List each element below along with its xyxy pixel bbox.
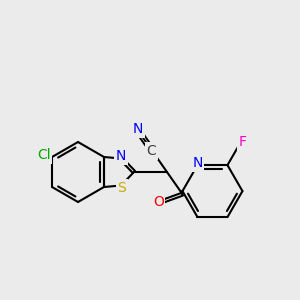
Text: F: F (238, 135, 246, 149)
Text: N: N (116, 149, 126, 164)
Text: N: N (133, 122, 143, 136)
Text: N: N (192, 156, 203, 170)
Text: S: S (118, 181, 126, 194)
Text: Cl: Cl (37, 148, 51, 162)
Text: O: O (153, 195, 164, 209)
Text: C: C (146, 144, 156, 158)
